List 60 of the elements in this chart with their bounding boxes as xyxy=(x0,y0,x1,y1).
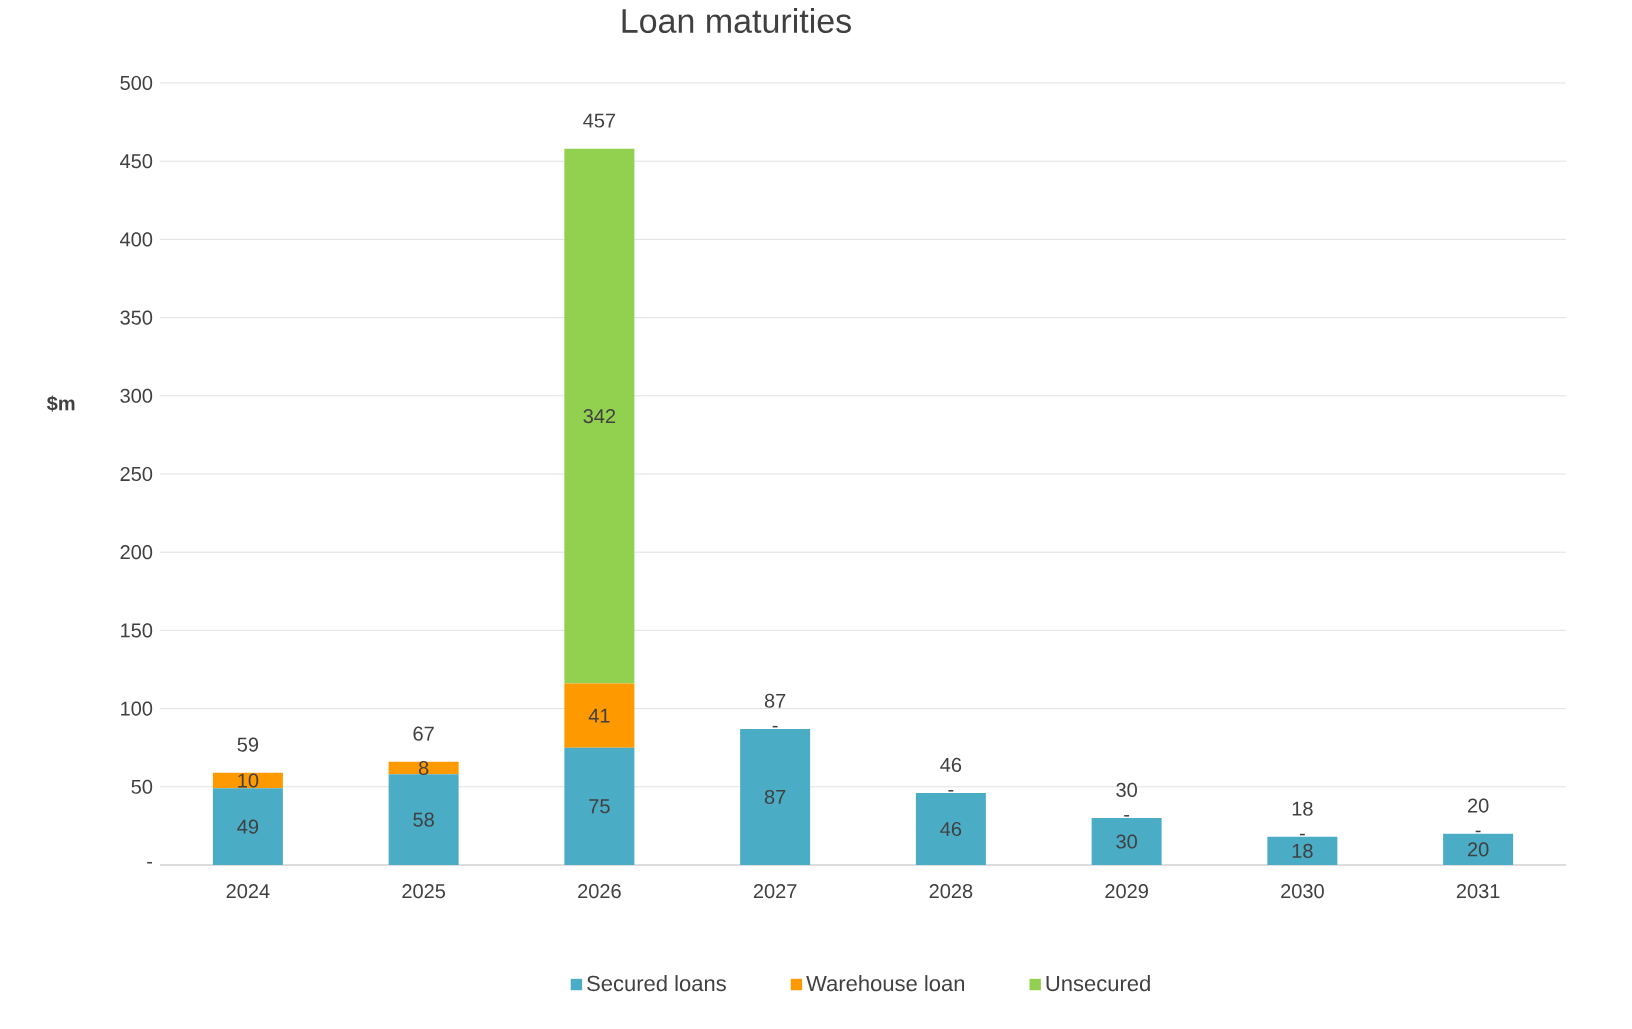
data-label: - xyxy=(772,725,778,728)
data-label: 18 xyxy=(1292,843,1313,858)
bar xyxy=(915,793,986,865)
x-tick-label: 2026 xyxy=(578,884,621,899)
data-label: 87 xyxy=(764,789,786,805)
data-label: 10 xyxy=(238,773,259,788)
data-label: - xyxy=(948,790,954,792)
y-tick-label: 300 xyxy=(120,388,153,403)
x-tick-label: 2030 xyxy=(1281,884,1324,899)
y-tick-label: 50 xyxy=(131,779,153,794)
bar xyxy=(388,761,459,775)
total-label: 59 xyxy=(237,737,259,752)
chart-title: Loan maturities xyxy=(622,8,851,34)
data-label: 20 xyxy=(1468,842,1489,857)
bar xyxy=(564,148,635,684)
legend-label: Unsecured xyxy=(1046,975,1150,992)
y-tick-label: 200 xyxy=(120,545,153,560)
bar xyxy=(388,774,459,865)
total-label: 457 xyxy=(583,113,616,128)
bar xyxy=(740,728,811,865)
bar xyxy=(1091,818,1162,865)
bar xyxy=(212,788,283,865)
y-tick-label: 100 xyxy=(121,701,153,716)
y-tick-label: 150 xyxy=(121,623,153,638)
bar xyxy=(1267,836,1338,865)
bar xyxy=(564,747,635,865)
x-tick-label: 2028 xyxy=(929,884,973,899)
data-label: 8 xyxy=(418,760,429,776)
y-tick-label: 400 xyxy=(120,232,153,247)
x-tick-label: 2025 xyxy=(402,884,446,899)
y-tick-label: 450 xyxy=(120,154,153,169)
data-label: 46 xyxy=(940,821,962,837)
total-label: 20 xyxy=(1468,798,1489,813)
total-label: 67 xyxy=(413,726,434,741)
y-axis-title: $m xyxy=(46,395,75,412)
data-label: 58 xyxy=(413,812,434,827)
x-tick-label: 2027 xyxy=(753,884,797,899)
total-label: 46 xyxy=(940,757,962,772)
x-tick-label: 2024 xyxy=(226,884,270,899)
legend-label: Secured loans xyxy=(587,975,726,992)
y-tick-label: 250 xyxy=(120,466,153,482)
legend-label: Warehouse loan xyxy=(806,975,965,992)
total-label: 30 xyxy=(1116,782,1137,798)
y-tick-label: 500 xyxy=(120,75,153,91)
total-label: 18 xyxy=(1292,801,1313,816)
data-label: 41 xyxy=(588,708,610,723)
data-label: - xyxy=(1124,815,1130,817)
data-label: 75 xyxy=(589,799,610,814)
data-label: - xyxy=(1299,833,1305,836)
x-tick-label: 2031 xyxy=(1456,884,1500,899)
bar xyxy=(1443,833,1514,865)
y-tick-label: - xyxy=(147,861,153,864)
x-tick-label: 2029 xyxy=(1105,884,1148,899)
data-label: - xyxy=(1475,830,1481,833)
total-label: 87 xyxy=(764,693,786,708)
data-label: 342 xyxy=(583,409,616,424)
data-label: 30 xyxy=(1116,834,1137,849)
data-label: 49 xyxy=(237,819,259,834)
y-tick-label: 350 xyxy=(120,310,153,325)
bar xyxy=(564,683,635,748)
